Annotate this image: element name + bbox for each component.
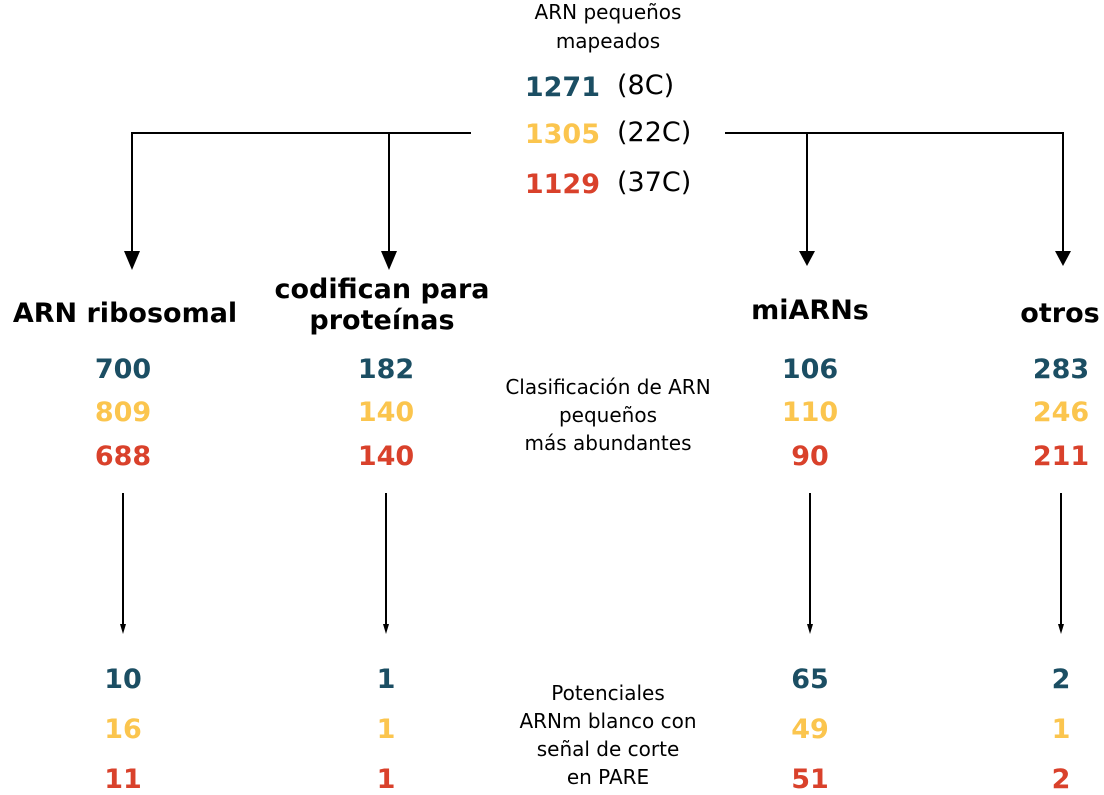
lower-arrowhead-proteins (383, 624, 389, 634)
classification-caption-line-3: más abundantes (524, 431, 692, 455)
mapped-count-8c: 1271 (524, 72, 600, 103)
lower-arrowhead-otros (1058, 624, 1064, 634)
pare-caption-line-3: señal de corte (536, 737, 680, 761)
arrowhead-otros (1055, 251, 1071, 266)
count-otros-37c: 211 (1032, 441, 1090, 472)
count-proteins-22c: 140 (357, 397, 415, 428)
count-ribosomal-8c: 700 (94, 354, 152, 385)
count-ribosomal-37c: 688 (94, 441, 152, 472)
mapped-condition-8c: (8C) (617, 70, 675, 101)
count-proteins-8c: 182 (357, 354, 415, 385)
lower-arrowhead-miarns (807, 624, 813, 634)
classification-caption-line-2: pequeños (558, 403, 657, 427)
mapped-count-37c: 1129 (524, 169, 600, 200)
category-title-otros: otros (1020, 298, 1100, 329)
target-otros-22c: 1 (1051, 714, 1071, 745)
target-miarns-22c: 49 (791, 714, 829, 745)
lower-arrowhead-ribosomal (120, 624, 126, 634)
target-ribosomal-8c: 10 (104, 664, 142, 695)
arrowhead-ribosomal (124, 251, 140, 270)
mapped-condition-37c: (37C) (617, 167, 692, 198)
classification-caption: Clasificación de ARN pequeños más abunda… (468, 373, 748, 457)
mapped-count-22c: 1305 (524, 119, 600, 150)
title-line-2: mapeados (555, 29, 661, 53)
pare-caption: Potenciales ARNm blanco con señal de cor… (468, 679, 748, 791)
count-miarns-37c: 90 (791, 441, 829, 472)
mapped-condition-22c: (22C) (617, 117, 692, 148)
count-otros-22c: 246 (1032, 397, 1090, 428)
target-proteins-8c: 1 (376, 664, 396, 695)
branch-line-left (131, 132, 471, 255)
category-title-miarns: miARNs (751, 295, 869, 326)
count-proteins-37c: 140 (357, 441, 415, 472)
target-proteins-37c: 1 (376, 764, 396, 795)
title-line-1: ARN pequeños (534, 0, 682, 24)
target-otros-8c: 2 (1051, 664, 1071, 695)
pare-caption-line-4: en PARE (566, 765, 650, 789)
arrowhead-miarns (799, 251, 815, 266)
target-miarns-37c: 51 (791, 764, 829, 795)
count-miarns-8c: 106 (781, 354, 839, 385)
target-ribosomal-37c: 11 (104, 764, 142, 795)
branch-line-right (725, 132, 1064, 255)
pare-caption-line-2: ARNm blanco con (519, 709, 697, 733)
category-title-proteins-line-2: proteínas (309, 305, 455, 336)
diagram-title: ARN pequeños mapeados (488, 0, 728, 56)
category-title-proteins: codifican para proteínas (252, 274, 512, 336)
target-otros-37c: 2 (1051, 764, 1071, 795)
target-ribosomal-22c: 16 (104, 714, 142, 745)
count-miarns-22c: 110 (781, 397, 839, 428)
classification-caption-line-1: Clasificación de ARN (505, 375, 711, 399)
target-miarns-8c: 65 (791, 664, 829, 695)
arrowhead-proteins (381, 251, 397, 270)
category-title-ribosomal: ARN ribosomal (12, 298, 238, 329)
count-ribosomal-22c: 809 (94, 397, 152, 428)
category-title-proteins-line-1: codifican para (274, 274, 490, 305)
pare-caption-line-1: Potenciales (551, 681, 665, 705)
target-proteins-22c: 1 (376, 714, 396, 745)
count-otros-8c: 283 (1032, 354, 1090, 385)
